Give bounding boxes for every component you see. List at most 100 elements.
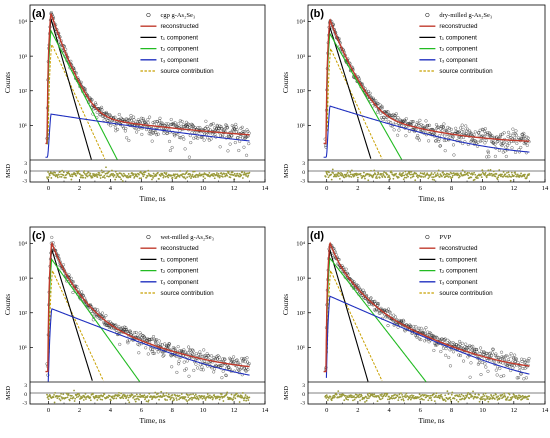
msd-point bbox=[479, 398, 482, 401]
msd-point bbox=[388, 174, 390, 177]
legend-entry: source contribution bbox=[439, 68, 493, 75]
msd-point bbox=[352, 399, 354, 402]
msd-point bbox=[217, 173, 220, 175]
msd-point bbox=[345, 173, 348, 176]
msd-tick-label: 3 bbox=[24, 383, 27, 389]
msd-point bbox=[404, 394, 407, 396]
data-point bbox=[177, 359, 181, 363]
data-point bbox=[213, 132, 217, 136]
msd-point bbox=[232, 396, 235, 399]
msd-point bbox=[453, 397, 456, 400]
data-point bbox=[135, 334, 140, 338]
msd-point bbox=[144, 171, 147, 173]
data-point bbox=[522, 358, 526, 362]
data-point bbox=[206, 353, 211, 358]
data-point bbox=[138, 331, 142, 335]
data-point bbox=[152, 351, 156, 355]
msd-point bbox=[509, 179, 512, 182]
data-point bbox=[460, 341, 464, 345]
msd-point bbox=[78, 170, 80, 172]
data-point bbox=[441, 125, 445, 129]
msd-point bbox=[407, 175, 409, 178]
reconstructed-line bbox=[45, 13, 250, 145]
msd-point bbox=[121, 180, 124, 182]
data-point bbox=[167, 341, 171, 346]
msd-point bbox=[495, 173, 498, 175]
msd-point bbox=[414, 179, 417, 182]
msd-point bbox=[418, 393, 421, 396]
msd-axis-label: MSD bbox=[5, 386, 12, 400]
data-point bbox=[93, 307, 98, 311]
data-point bbox=[414, 325, 418, 329]
x-axis-label: Time, ns bbox=[140, 194, 166, 203]
data-point bbox=[148, 129, 152, 133]
msd-point bbox=[226, 391, 229, 394]
msd-point bbox=[162, 176, 165, 179]
data-point bbox=[180, 119, 184, 123]
msd-point bbox=[167, 393, 170, 396]
data-point bbox=[495, 135, 499, 139]
msd-point bbox=[388, 176, 391, 179]
msd-point bbox=[449, 175, 452, 178]
msd-point bbox=[349, 173, 352, 176]
msd-point bbox=[371, 393, 374, 396]
msd-point bbox=[389, 177, 391, 180]
msd-point bbox=[508, 393, 511, 396]
msd-point bbox=[222, 400, 225, 402]
data-point bbox=[384, 315, 388, 319]
data-point bbox=[485, 155, 489, 159]
data-point bbox=[181, 135, 185, 139]
msd-point bbox=[510, 398, 513, 401]
data-point bbox=[104, 110, 108, 114]
data-point bbox=[446, 338, 450, 342]
msd-point bbox=[247, 174, 250, 177]
msd-point bbox=[138, 398, 140, 401]
msd-point bbox=[220, 393, 223, 396]
msd-point bbox=[192, 170, 195, 173]
msd-point bbox=[113, 397, 116, 400]
tau2-component-line bbox=[325, 32, 403, 160]
msd-point bbox=[235, 175, 238, 177]
msd-point bbox=[49, 171, 52, 174]
reconstructed-line bbox=[45, 241, 250, 373]
msd-point bbox=[507, 171, 510, 174]
msd-point bbox=[82, 176, 85, 179]
data-point bbox=[477, 131, 481, 135]
data-point bbox=[138, 120, 142, 124]
data-point bbox=[502, 374, 506, 378]
data-point bbox=[500, 355, 504, 359]
data-point bbox=[448, 126, 452, 130]
legend-entry: source contribution bbox=[439, 290, 493, 297]
data-point bbox=[137, 127, 141, 131]
data-point bbox=[498, 367, 502, 371]
data-point bbox=[113, 126, 117, 130]
data-point bbox=[191, 124, 195, 128]
data-point bbox=[501, 355, 505, 359]
msd-point bbox=[164, 172, 166, 175]
data-point bbox=[437, 137, 441, 141]
msd-point bbox=[188, 175, 191, 178]
msd-point bbox=[176, 173, 179, 176]
msd-point bbox=[518, 176, 521, 178]
msd-point bbox=[375, 175, 378, 178]
data-point bbox=[127, 138, 131, 142]
data-point bbox=[417, 138, 421, 142]
data-point bbox=[504, 154, 508, 158]
msd-point bbox=[139, 393, 141, 396]
msd-point bbox=[100, 169, 103, 172]
msd-point bbox=[401, 396, 404, 398]
msd-point bbox=[103, 174, 106, 177]
msd-point bbox=[226, 396, 229, 399]
data-point bbox=[496, 355, 500, 359]
data-point bbox=[518, 365, 522, 369]
msd-point bbox=[457, 176, 460, 179]
msd-point bbox=[326, 173, 329, 176]
plot-frame bbox=[307, 4, 546, 183]
msd-point bbox=[441, 175, 443, 178]
msd-point bbox=[132, 173, 135, 175]
msd-point bbox=[138, 177, 141, 180]
tau3-component-line bbox=[45, 113, 250, 158]
msd-point bbox=[423, 172, 426, 174]
data-point bbox=[449, 127, 453, 131]
data-point bbox=[523, 361, 527, 365]
